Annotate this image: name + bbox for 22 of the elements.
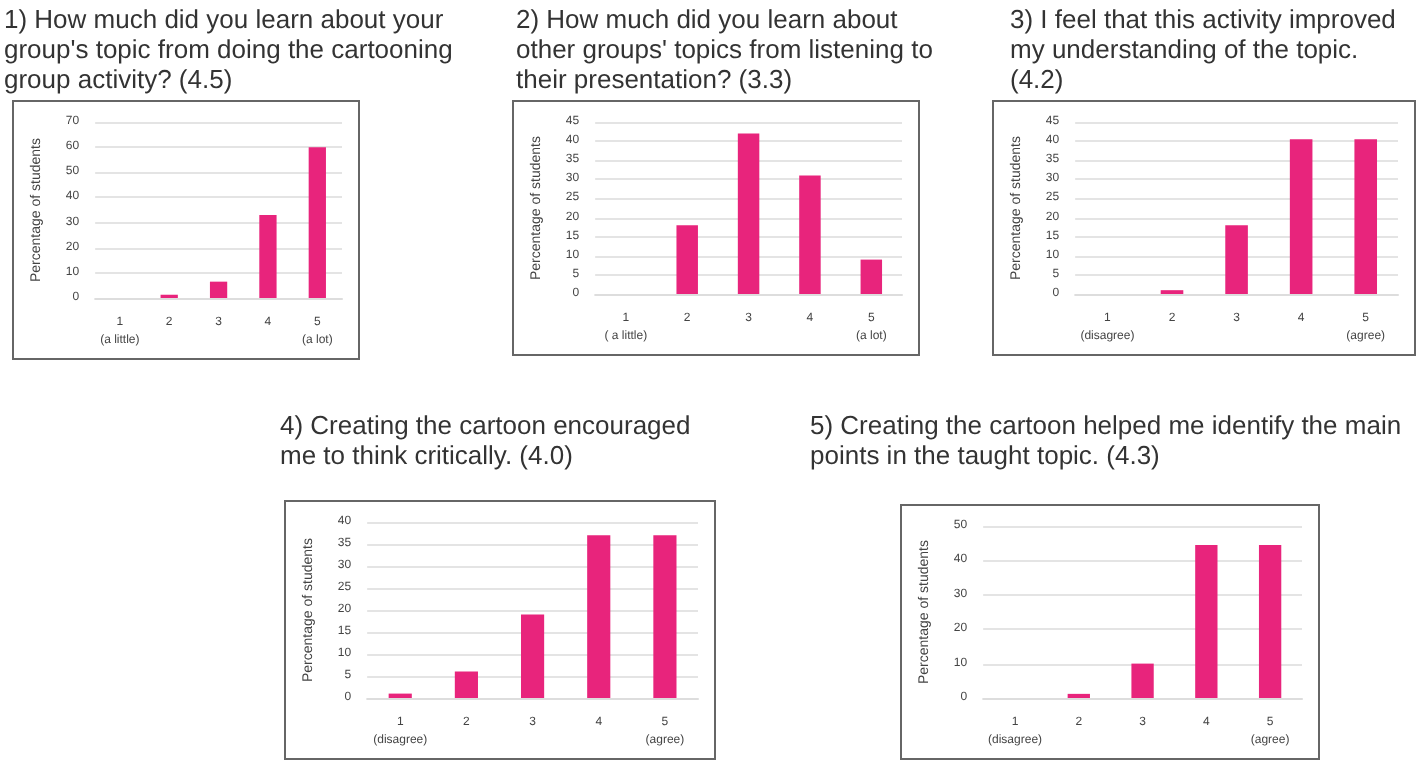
bar [1354, 139, 1378, 294]
chart-title: 4) Creating the cartoon encouraged me to think critically. (4.0) [280, 410, 693, 470]
bar [1258, 544, 1282, 698]
chart-title: 5) Creating the cartoon helped me identify the main points in the taught topic. (4.3) [810, 410, 1404, 470]
chart-title: 2) How much did you learn about other groups' topics from listening to their presentation? (3.3) [516, 4, 935, 94]
chart-title: 1) How much did you learn about your group's topic from doing the cartooning group activity? (4.5) [4, 4, 455, 94]
bar [209, 281, 228, 298]
bar [520, 614, 545, 698]
bar [737, 133, 760, 294]
bar [1195, 544, 1218, 698]
bar [587, 535, 611, 698]
bar [653, 535, 677, 698]
bar [454, 671, 478, 698]
bar [799, 175, 821, 294]
bar [259, 215, 277, 298]
bar [1131, 663, 1154, 698]
bar [1289, 139, 1313, 294]
bar [1225, 225, 1248, 294]
bar [308, 147, 326, 298]
chart-title: 3) I feel that this activity improved my understanding of the topic. (4.2) [1010, 4, 1398, 94]
bar [860, 259, 883, 294]
bar [676, 225, 698, 294]
